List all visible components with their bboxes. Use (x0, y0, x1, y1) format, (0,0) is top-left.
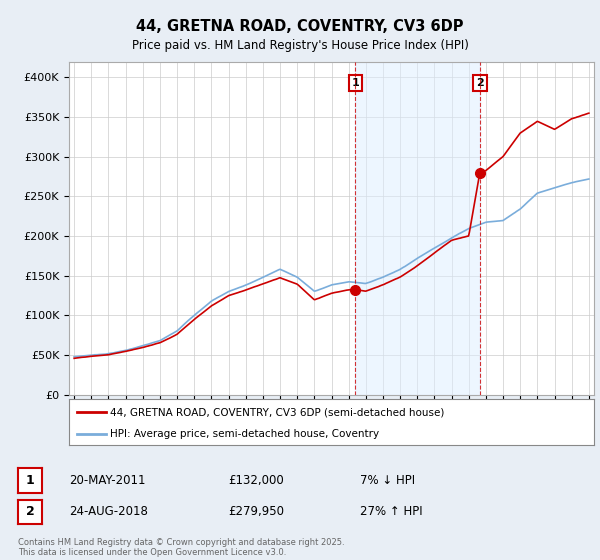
Text: HPI: Average price, semi-detached house, Coventry: HPI: Average price, semi-detached house,… (110, 429, 379, 438)
Text: 27% ↑ HPI: 27% ↑ HPI (360, 505, 422, 519)
Text: 2: 2 (476, 78, 484, 88)
Text: 2: 2 (26, 505, 34, 519)
Text: Contains HM Land Registry data © Crown copyright and database right 2025.
This d: Contains HM Land Registry data © Crown c… (18, 538, 344, 557)
Text: 7% ↓ HPI: 7% ↓ HPI (360, 474, 415, 487)
Text: 44, GRETNA ROAD, COVENTRY, CV3 6DP (semi-detached house): 44, GRETNA ROAD, COVENTRY, CV3 6DP (semi… (110, 407, 445, 417)
Text: 1: 1 (26, 474, 34, 487)
Text: Price paid vs. HM Land Registry's House Price Index (HPI): Price paid vs. HM Land Registry's House … (131, 39, 469, 53)
Text: 44, GRETNA ROAD, COVENTRY, CV3 6DP: 44, GRETNA ROAD, COVENTRY, CV3 6DP (136, 19, 464, 34)
Text: £279,950: £279,950 (228, 505, 284, 519)
Text: 1: 1 (352, 78, 359, 88)
Text: £132,000: £132,000 (228, 474, 284, 487)
Text: 24-AUG-2018: 24-AUG-2018 (69, 505, 148, 519)
Text: 20-MAY-2011: 20-MAY-2011 (69, 474, 146, 487)
